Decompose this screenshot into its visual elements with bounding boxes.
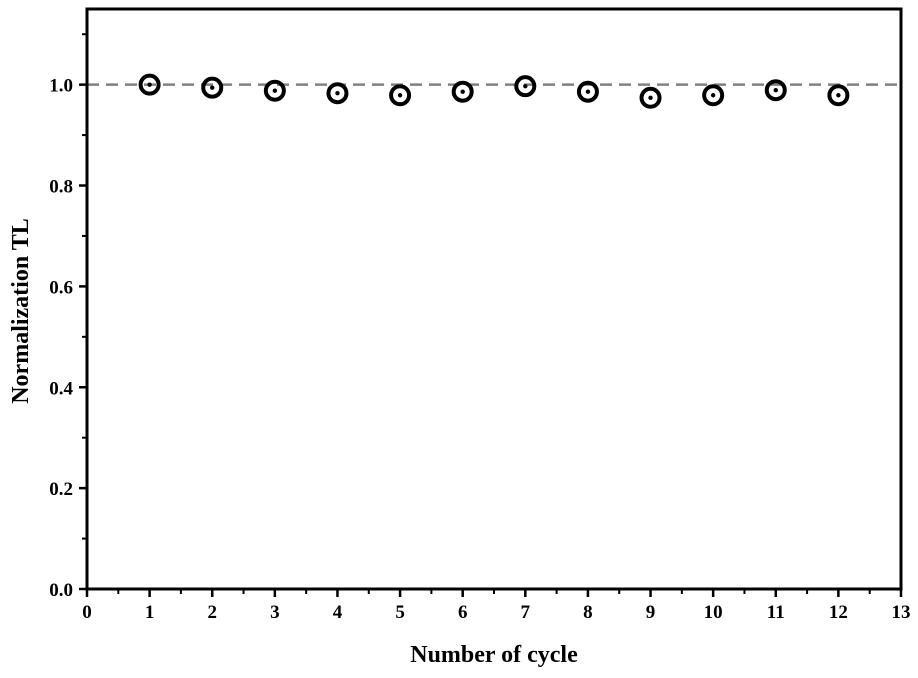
x-tick-label: 13 [892, 602, 911, 623]
data-point-dot [648, 95, 653, 100]
x-tick-label: 7 [521, 602, 531, 623]
data-point [639, 86, 662, 109]
x-tick-label: 10 [704, 602, 723, 623]
y-tick-label: 0.8 [49, 177, 73, 198]
data-point-dot [147, 82, 152, 87]
data-point-dot [397, 93, 403, 98]
y-tick-label: 1.0 [49, 76, 73, 97]
data-point [514, 75, 537, 98]
x-tick-label: 2 [207, 602, 217, 623]
x-tick-label: 1 [145, 602, 155, 623]
y-tick-label: 0.2 [49, 479, 73, 500]
data-point [138, 73, 161, 96]
x-tick-label: 9 [646, 602, 656, 623]
data-point [389, 84, 412, 107]
x-axis-title: Number of cycle [410, 642, 578, 668]
y-tick-label: 0.6 [49, 277, 73, 298]
x-tick-label: 0 [82, 602, 92, 623]
data-point [451, 80, 474, 103]
data-point [702, 84, 725, 107]
data-point [201, 76, 224, 99]
x-tick-label: 8 [583, 602, 593, 623]
x-tick-label: 5 [395, 602, 405, 623]
data-point [326, 82, 349, 105]
plot-area: 0 1 2 3 4 5 6 7 8 9 10 11 12 130.00.20.40.60.81.0 [49, 7, 911, 623]
data-point [764, 79, 787, 102]
y-tick-label: 0.4 [49, 378, 73, 399]
x-tick-label: 12 [829, 602, 848, 623]
data-point-dot [585, 89, 591, 94]
y-axis-title: Normalization TL [8, 218, 34, 404]
data-point [827, 84, 850, 107]
data-point-dot [272, 88, 278, 93]
data-point [263, 79, 286, 102]
x-tick-label: 4 [333, 602, 343, 623]
data-point-dot [460, 89, 465, 94]
data-point [576, 80, 599, 103]
data-point-dot [210, 85, 215, 90]
data-point-dot [836, 93, 841, 98]
y-tick-label: 0.0 [49, 580, 73, 601]
data-point-dot [773, 88, 778, 93]
x-tick-label: 6 [458, 602, 468, 623]
data-point-dot [335, 91, 340, 96]
data-point-dot [523, 83, 528, 89]
data-point-dot [710, 93, 716, 98]
x-tick-label: 3 [270, 602, 280, 623]
x-tick-label: 11 [767, 602, 785, 623]
